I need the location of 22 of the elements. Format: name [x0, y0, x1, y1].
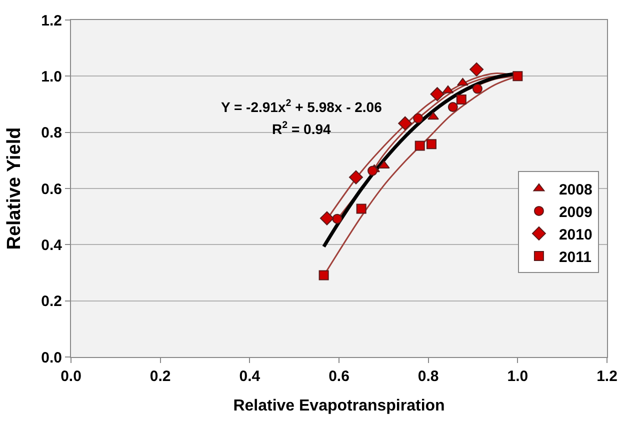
x-tick-label: 1.2 [596, 368, 618, 385]
annotation: R$^{2}$ = 0.94 [272, 120, 331, 137]
x-tick-label: 0.2 [150, 368, 171, 385]
y-tick-label: 1.2 [41, 12, 62, 30]
legend-label: 2009 [558, 204, 592, 221]
y-tick-label: 0.2 [41, 293, 62, 310]
y-tick-label: 0.0 [41, 349, 62, 366]
x-axis-title: Relative Evapotranspiration [233, 398, 445, 415]
x-tick-label: 1.0 [507, 368, 528, 385]
x-tick-label: 0.4 [239, 368, 261, 385]
x-tick-label: 0.0 [60, 368, 82, 385]
legend-label: 2011 [558, 248, 592, 266]
y-tick-label: 0.4 [41, 236, 63, 254]
y-tick-label: 0.6 [41, 180, 62, 198]
x-tick-label: 0.8 [418, 368, 439, 385]
legend-label: 2008 [558, 181, 592, 198]
legend-label: 2010 [558, 226, 592, 244]
annotation: Y = -2.91x$^{2}$ + 5.98x - 2.06 [221, 98, 382, 115]
y-tick-label: 0.8 [41, 124, 62, 142]
x-tick-label: 0.6 [328, 368, 350, 385]
y-axis-title: Relative Yield [4, 127, 25, 250]
y-tick-label: 1.0 [41, 68, 62, 86]
